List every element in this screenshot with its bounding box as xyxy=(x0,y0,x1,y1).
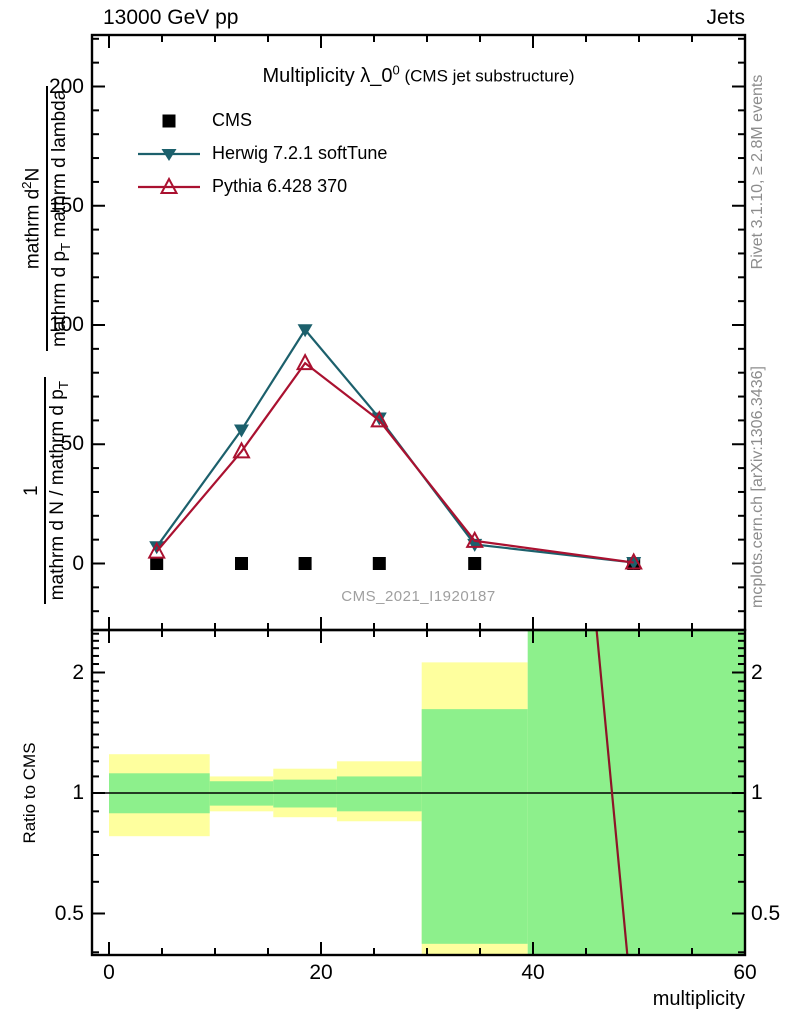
ratio-y-tick-label-left: 1 xyxy=(72,781,84,804)
plot-title-main: Multiplicity λ_0 xyxy=(262,64,393,87)
ratio-y-tick-label-left: 2 xyxy=(72,660,84,684)
uncertainty-band-inner xyxy=(336,776,422,812)
herwig-triangle-marker-icon xyxy=(136,143,202,165)
data-point-pythia xyxy=(370,410,389,428)
ratio-y-tick-label-left: 0.5 xyxy=(54,901,84,925)
main-y-tick-label: 50 xyxy=(60,432,84,456)
ratio-pythia-line xyxy=(595,629,629,956)
x-axis-title: multiplicity xyxy=(652,988,745,1010)
legend: CMS Herwig 7.2.1 softTune Pythia 6.428 3… xyxy=(136,104,387,203)
x-tick-label: 60 xyxy=(733,961,757,984)
data-point-herwig xyxy=(234,424,249,438)
main-y-tick-label: 150 xyxy=(48,193,84,217)
data-point-cms xyxy=(150,557,164,570)
data-point-herwig xyxy=(297,324,313,338)
data-point-pythia xyxy=(295,353,315,371)
uncertainty-band-inner xyxy=(421,709,528,944)
series-line-pythia xyxy=(155,361,634,564)
analysis-category-label: Jets xyxy=(706,6,745,29)
x-tick-label: 40 xyxy=(521,961,545,984)
x-tick-label: 20 xyxy=(309,961,333,984)
data-point-pythia xyxy=(624,552,643,570)
main-y-axis-title: 1 mathrm d N / mathrm d pT mathrm d2N ma… xyxy=(9,75,83,615)
legend-label-cms: CMS xyxy=(212,110,252,130)
mcplots-arxiv-note: mcplots.cern.ch [arXiv:1306.3436] xyxy=(749,366,766,608)
ratio-y-tick-label-right: 0.5 xyxy=(751,901,781,925)
rivet-version-note: Rivet 3.1.10, ≥ 2.8M events xyxy=(749,74,766,270)
main-y-tick-label: 200 xyxy=(48,74,84,98)
data-point-herwig xyxy=(149,541,165,555)
main-y-tick-label: 0 xyxy=(72,551,84,575)
data-point-pythia xyxy=(465,530,484,548)
legend-label-pythia: Pythia 6.428 370 xyxy=(212,176,348,196)
main-y-tick-label: 100 xyxy=(48,313,84,336)
y-axis-fraction-2: mathrm d2N mathrm d pT mathrm d lambda xyxy=(19,85,73,352)
data-point-pythia xyxy=(232,441,251,459)
cms-square-marker-icon xyxy=(136,110,202,132)
data-point-cms xyxy=(468,557,482,570)
legend-item-pythia: Pythia 6.428 370 xyxy=(136,170,387,203)
ratio-y-tick-label-right: 1 xyxy=(751,781,763,804)
plot-title-paren: (CMS jet substructure) xyxy=(399,66,575,86)
ratio-y-tick-label-right: 2 xyxy=(751,660,763,684)
series-line-herwig xyxy=(155,327,634,564)
legend-label-herwig: Herwig 7.2.1 softTune xyxy=(212,143,388,163)
plot-title-superscript: 0 xyxy=(392,62,400,77)
legend-item-cms: CMS xyxy=(136,104,387,137)
beam-energy-label: 13000 GeV pp xyxy=(103,6,239,29)
x-tick-label: 0 xyxy=(103,961,115,984)
data-point-cms xyxy=(298,557,312,570)
pythia-triangle-marker-icon xyxy=(136,176,202,198)
legend-item-herwig: Herwig 7.2.1 softTune xyxy=(136,137,387,170)
data-point-pythia xyxy=(147,541,166,559)
plot-title: Multiplicity λ_00 (CMS jet substructure) xyxy=(92,62,745,88)
data-point-cms xyxy=(235,557,248,570)
watermark-analysis-id: CMS_2021_I1920187 xyxy=(341,588,496,605)
data-point-cms xyxy=(372,557,386,570)
